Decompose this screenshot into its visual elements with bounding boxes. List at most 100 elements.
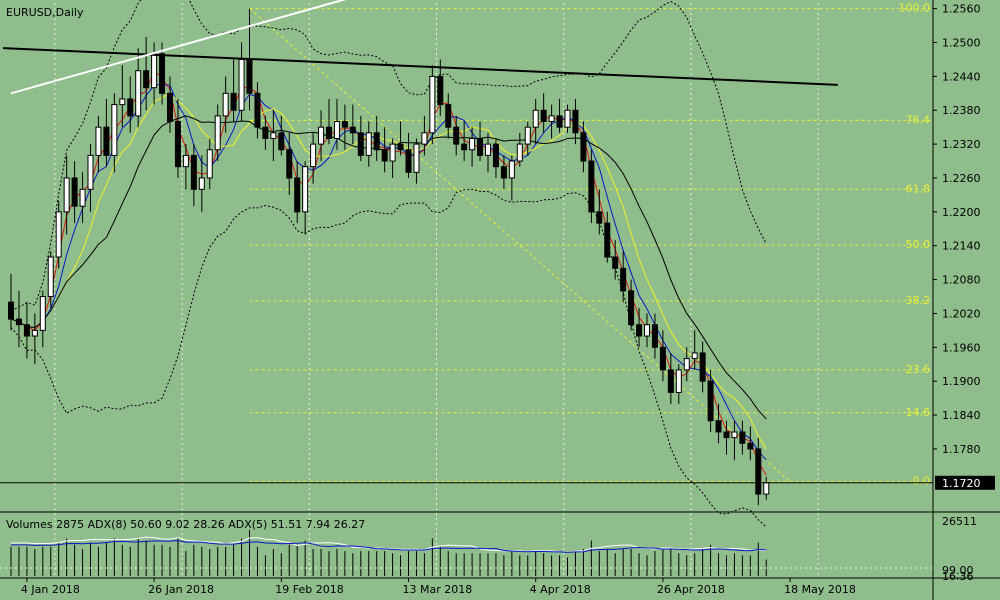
candle-bull — [763, 482, 770, 495]
fib-level-label: 23.6 — [906, 363, 931, 376]
fib-level-label: 0.0 — [913, 475, 931, 488]
fib-level-label: 61.8 — [906, 182, 931, 195]
candle-bear — [326, 126, 332, 139]
current-price-tag — [935, 475, 995, 490]
y-tick-label: 1.2560 — [942, 3, 981, 16]
candle-bull — [333, 121, 340, 139]
candle-bull — [508, 160, 515, 179]
candle-bear — [71, 177, 78, 207]
y-tick-label: 1.1900 — [942, 375, 981, 388]
candle-bull — [79, 188, 86, 207]
y-tick-label: 1.2260 — [942, 172, 981, 185]
candle-bull — [516, 143, 523, 162]
candle-bull — [206, 149, 213, 179]
y-tick-label: 1.1960 — [942, 341, 981, 354]
y-tick-label: 1.2080 — [942, 274, 981, 287]
y-tick-label: 1.1840 — [942, 409, 981, 422]
candle-bear — [15, 318, 22, 326]
candle-bear — [167, 92, 173, 123]
candles — [8, 8, 770, 506]
candle-bear — [445, 104, 452, 128]
candle-bull — [644, 324, 650, 337]
candle-bull — [485, 143, 491, 156]
candle-bull — [63, 177, 70, 213]
candle-bear — [540, 109, 547, 123]
candle-bull — [564, 109, 571, 128]
candle-bull — [413, 143, 420, 173]
y-tick-label: 1.2500 — [942, 37, 981, 50]
candle-bull — [532, 109, 539, 128]
candle-bull — [39, 296, 46, 331]
candle-bull — [182, 154, 189, 168]
indicator-tick-label: 26511 — [942, 515, 977, 528]
candle-bear — [230, 92, 237, 111]
candle-bear — [739, 431, 746, 444]
candle-bull — [318, 126, 325, 145]
upper-band — [10, 0, 767, 312]
candle-bear — [23, 324, 30, 337]
candle-bull — [198, 177, 205, 190]
candle-bull — [683, 358, 690, 371]
trendlines — [3, 0, 838, 95]
candle-bear — [492, 143, 499, 168]
candle-bull — [731, 431, 738, 439]
candle-bear — [143, 70, 150, 89]
fibonacci-levels: 100.0 76.4 61.8 50.0 38.2 23.6 14.6 0.0 — [249, 2, 933, 488]
candle-bear — [715, 420, 722, 433]
candle-bear — [628, 290, 635, 326]
candle-bear — [159, 53, 166, 94]
gridlines — [54, 3, 819, 576]
x-tick-label: 18 May 2018 — [784, 583, 856, 596]
x-tick-label: 13 Mar 2018 — [403, 583, 473, 596]
y-tick-label: 1.2440 — [942, 70, 981, 83]
candle-bull — [87, 154, 94, 190]
candle-bear — [453, 126, 460, 145]
candle-bear — [341, 121, 348, 128]
candle-bear — [461, 143, 468, 151]
candle-bull — [119, 98, 126, 106]
candle-bear — [500, 166, 507, 179]
candle-bear — [373, 132, 380, 151]
x-tick-label: 4 Jan 2018 — [21, 583, 80, 596]
candle-bull — [111, 104, 118, 156]
candle-bull — [469, 137, 476, 151]
y-tick-label: 1.2380 — [942, 104, 981, 117]
fib-level-label: 100.0 — [899, 2, 931, 15]
adx-line-secondary — [11, 540, 767, 553]
candle-bear — [190, 154, 197, 190]
candle-bull — [31, 329, 38, 337]
candle-bull — [270, 132, 277, 139]
candle-bear — [127, 98, 134, 117]
candle-bear — [588, 160, 595, 213]
candle-bear — [747, 442, 754, 450]
x-tick-label: 26 Jan 2018 — [148, 583, 214, 596]
moving-average-line — [10, 92, 767, 450]
candle-bear — [612, 256, 619, 269]
candle-bull — [47, 256, 54, 298]
candle-bull — [675, 369, 682, 393]
candle-bear — [405, 149, 412, 173]
y-tick-label: 1.2200 — [942, 206, 981, 219]
candle-bear — [174, 121, 181, 168]
y-tick-label: 1.2140 — [942, 240, 981, 253]
indicator-tick-label: 99.00 — [942, 564, 974, 577]
candle-bear — [477, 137, 484, 156]
indicator-tick-label: 16.36 — [942, 570, 974, 583]
candle-bear — [580, 132, 587, 162]
candle-bull — [238, 58, 245, 111]
candle-bull — [421, 132, 428, 145]
chart-symbol-label: EURUSD,Daily — [6, 6, 84, 19]
candle-bear — [381, 149, 388, 162]
x-tick-label: 19 Feb 2018 — [275, 583, 343, 596]
candle-bear — [8, 301, 14, 320]
candle-bear — [397, 143, 404, 151]
candle-bull — [429, 75, 436, 134]
candle-bull — [95, 126, 102, 156]
candle-bull — [365, 132, 372, 156]
candle-bear — [707, 380, 714, 422]
y-tick-label: 1.2020 — [942, 307, 981, 320]
candle-bull — [214, 115, 221, 151]
